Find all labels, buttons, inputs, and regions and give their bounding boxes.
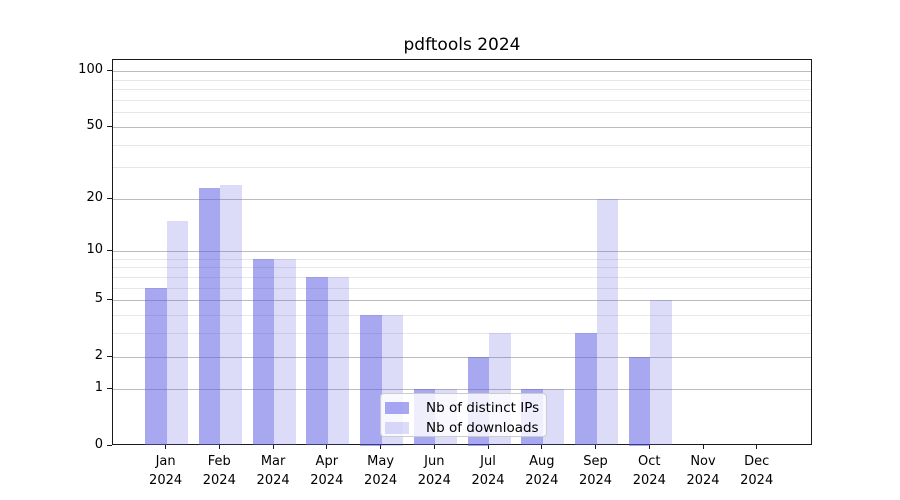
gridline-major-1 bbox=[113, 389, 811, 391]
legend-entry-downloads: Nb of downloads bbox=[385, 419, 539, 437]
x-tick-nov bbox=[702, 445, 704, 449]
gridline-minor-70 bbox=[113, 100, 811, 101]
y-tick-2 bbox=[107, 355, 112, 357]
legend-swatch-downloads bbox=[385, 422, 409, 434]
x-tick-label-jan: Jan 2024 bbox=[149, 454, 183, 488]
x-tick-jul bbox=[487, 445, 489, 449]
gridline-major-5 bbox=[113, 300, 811, 302]
y-tick-label-10: 10 bbox=[86, 242, 103, 258]
gridline-major-20 bbox=[113, 198, 811, 200]
x-tick-label-jul: Jul 2024 bbox=[471, 454, 505, 488]
y-tick-label-0: 0 bbox=[94, 436, 103, 452]
x-tick-jan bbox=[165, 445, 167, 449]
gridline-minor-3 bbox=[113, 333, 811, 335]
x-tick-label-oct: Oct 2024 bbox=[632, 454, 666, 488]
legend-label-downloads: Nb of downloads bbox=[426, 420, 539, 436]
gridline-minor-9 bbox=[113, 258, 811, 260]
y-tick-1 bbox=[107, 388, 112, 390]
x-tick-feb bbox=[218, 445, 220, 449]
bar-jan-nb-of-downloads bbox=[166, 220, 189, 446]
bar-oct-nb-of-distinct-ips bbox=[628, 356, 651, 446]
legend-label-distinct-ips: Nb of distinct IPs bbox=[426, 400, 540, 416]
bar-feb-nb-of-distinct-ips bbox=[198, 187, 221, 446]
y-tick-label-5: 5 bbox=[94, 291, 103, 307]
gridline-minor-90 bbox=[113, 79, 811, 81]
plot-area bbox=[112, 59, 812, 446]
gridline-major-100 bbox=[113, 71, 811, 73]
x-tick-jun bbox=[433, 445, 435, 449]
gridline-minor-6 bbox=[113, 287, 811, 289]
gridline-minor-8 bbox=[113, 267, 811, 269]
gridline-minor-7 bbox=[113, 276, 811, 278]
y-tick-10 bbox=[107, 250, 112, 252]
gridline-minor-40 bbox=[113, 144, 811, 146]
x-tick-label-dec: Dec 2024 bbox=[740, 454, 774, 488]
x-tick-label-jun: Jun 2024 bbox=[417, 454, 451, 488]
x-tick-apr bbox=[326, 445, 328, 449]
x-tick-mar bbox=[272, 445, 274, 449]
y-tick-0 bbox=[107, 444, 112, 446]
x-tick-dec bbox=[756, 445, 758, 449]
x-tick-label-apr: Apr 2024 bbox=[310, 454, 344, 488]
bar-apr-nb-of-downloads bbox=[327, 276, 350, 446]
bar-feb-nb-of-downloads bbox=[220, 184, 242, 446]
bar-jan-nb-of-distinct-ips bbox=[145, 287, 167, 446]
bar-aug-nb-of-downloads bbox=[542, 389, 565, 446]
legend: Nb of distinct IPs Nb of downloads bbox=[380, 393, 547, 437]
y-tick-label-20: 20 bbox=[86, 189, 103, 205]
y-tick-label-2: 2 bbox=[94, 347, 103, 363]
y-tick-20 bbox=[107, 197, 112, 199]
y-tick-50 bbox=[107, 125, 112, 127]
y-tick-100 bbox=[107, 70, 112, 72]
y-tick-label-50: 50 bbox=[86, 117, 103, 133]
gridline-major-2 bbox=[113, 356, 811, 358]
x-tick-aug bbox=[541, 445, 543, 449]
x-tick-label-nov: Nov 2024 bbox=[686, 454, 720, 488]
bar-may-nb-of-distinct-ips bbox=[360, 315, 382, 446]
legend-swatch-distinct-ips bbox=[385, 402, 409, 414]
gridline-minor-30 bbox=[113, 167, 811, 169]
x-tick-label-feb: Feb 2024 bbox=[202, 454, 236, 488]
chart-title: pdftools 2024 bbox=[403, 35, 521, 55]
x-tick-label-may: May 2024 bbox=[364, 454, 398, 488]
gridline-minor-60 bbox=[113, 112, 811, 114]
bar-apr-nb-of-distinct-ips bbox=[306, 276, 328, 446]
x-tick-oct bbox=[648, 445, 650, 449]
x-tick-label-aug: Aug 2024 bbox=[525, 454, 559, 488]
bar-sep-nb-of-downloads bbox=[596, 198, 618, 446]
gridline-major-50 bbox=[113, 126, 811, 128]
bar-mar-nb-of-downloads bbox=[274, 258, 296, 446]
x-tick-sep bbox=[595, 445, 596, 449]
legend-entry-distinct-ips: Nb of distinct IPs bbox=[385, 399, 540, 417]
bar-mar-nb-of-distinct-ips bbox=[252, 258, 275, 446]
y-tick-5 bbox=[107, 299, 112, 301]
bar-oct-nb-of-downloads bbox=[650, 300, 672, 446]
gridline-major-10 bbox=[113, 251, 811, 253]
gridline-minor-80 bbox=[113, 89, 811, 91]
x-tick-may bbox=[380, 445, 382, 449]
y-tick-label-1: 1 bbox=[94, 380, 103, 396]
x-tick-label-mar: Mar 2024 bbox=[256, 454, 290, 488]
bar-sep-nb-of-distinct-ips bbox=[575, 333, 597, 446]
x-tick-label-sep: Sep 2024 bbox=[578, 454, 613, 488]
y-tick-label-100: 100 bbox=[78, 62, 103, 78]
gridline-minor-4 bbox=[113, 315, 811, 316]
